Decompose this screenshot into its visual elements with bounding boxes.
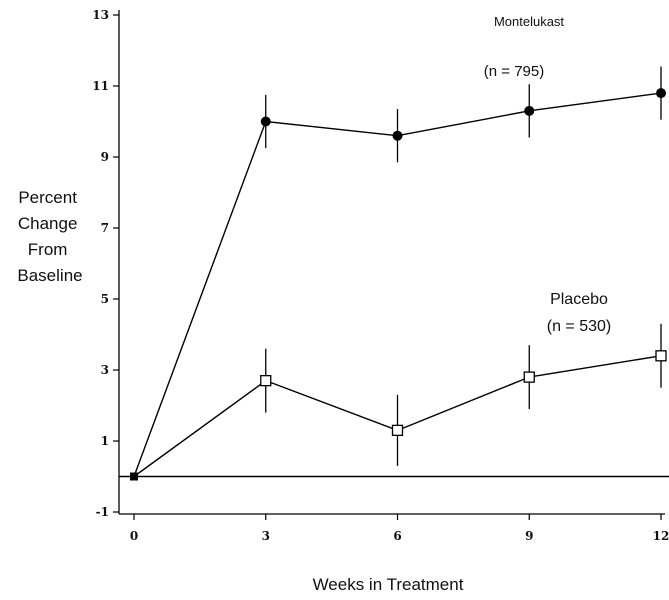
placebo-data-point <box>130 472 138 481</box>
y-tick-label: 7 <box>101 221 109 235</box>
y-tick-label: 1 <box>101 434 109 448</box>
x-tick-label: 9 <box>525 529 533 543</box>
y-tick-label: 3 <box>101 363 109 377</box>
series-layer <box>130 66 667 481</box>
x-tick-label: 6 <box>393 529 401 543</box>
x-axis-title: Weeks in Treatment <box>313 575 464 594</box>
y-axis-title-line-4: Baseline <box>17 266 82 285</box>
x-tick-label: 0 <box>130 529 138 543</box>
montelukast-label: Montelukast <box>494 14 564 29</box>
montelukast-data-point <box>260 116 271 127</box>
y-axis-title: Percent Change From Baseline <box>17 188 82 285</box>
montelukast-n-label: (n = 795) <box>484 63 544 80</box>
axes <box>118 10 669 515</box>
placebo-data-point <box>523 371 535 383</box>
x-tick-label: 12 <box>653 529 669 543</box>
y-tick-label: 9 <box>101 150 109 164</box>
y-axis-title-line-3: From <box>28 240 68 259</box>
placebo-label: Placebo <box>550 291 608 308</box>
x-tick-label: 3 <box>262 529 270 543</box>
y-tick-label: 5 <box>101 292 109 306</box>
placebo-data-point <box>391 424 404 437</box>
montelukast-data-point <box>524 105 535 116</box>
placebo-data-point <box>260 374 272 387</box>
y-axis-title-line-2: Change <box>18 214 78 233</box>
y-tick-label: -1 <box>96 505 109 519</box>
y-axis-title-line-1: Percent <box>18 188 77 207</box>
placebo-n-label: (n = 530) <box>547 318 611 335</box>
placebo-series <box>130 323 667 481</box>
y-tick-label: 13 <box>92 8 109 22</box>
x-axis-ticks: 0 3 6 9 12 <box>130 514 669 543</box>
montelukast-series <box>130 66 666 481</box>
placebo-data-point <box>655 350 667 362</box>
y-tick-label: 11 <box>92 79 109 93</box>
montelukast-data-point <box>392 130 403 141</box>
montelukast-data-point <box>656 88 666 99</box>
